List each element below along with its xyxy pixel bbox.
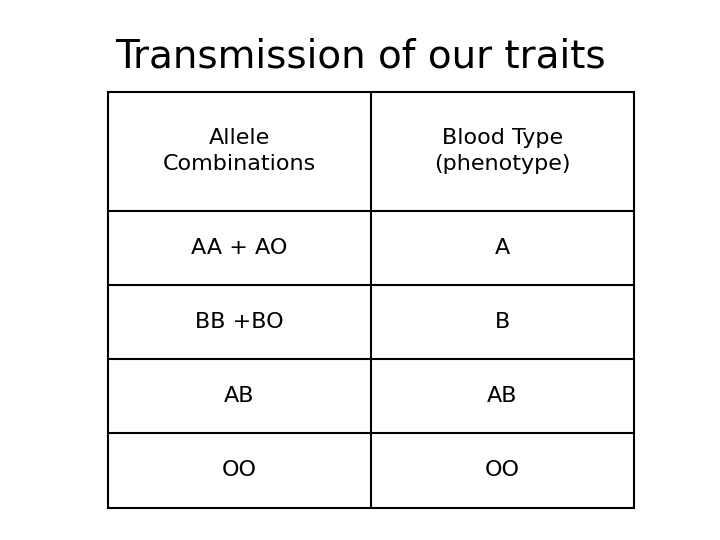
Text: AB: AB: [487, 386, 518, 406]
Text: AB: AB: [224, 386, 255, 406]
Text: OO: OO: [485, 461, 520, 481]
Text: A: A: [495, 238, 510, 258]
Bar: [108, 92, 634, 508]
Text: B: B: [495, 312, 510, 332]
Text: Transmission of our traits: Transmission of our traits: [114, 38, 606, 76]
Text: BB +BO: BB +BO: [195, 312, 284, 332]
Text: Blood Type
(phenotype): Blood Type (phenotype): [434, 128, 570, 174]
Text: OO: OO: [222, 461, 257, 481]
Text: Allele
Combinations: Allele Combinations: [163, 128, 316, 174]
Text: AA + AO: AA + AO: [192, 238, 287, 258]
